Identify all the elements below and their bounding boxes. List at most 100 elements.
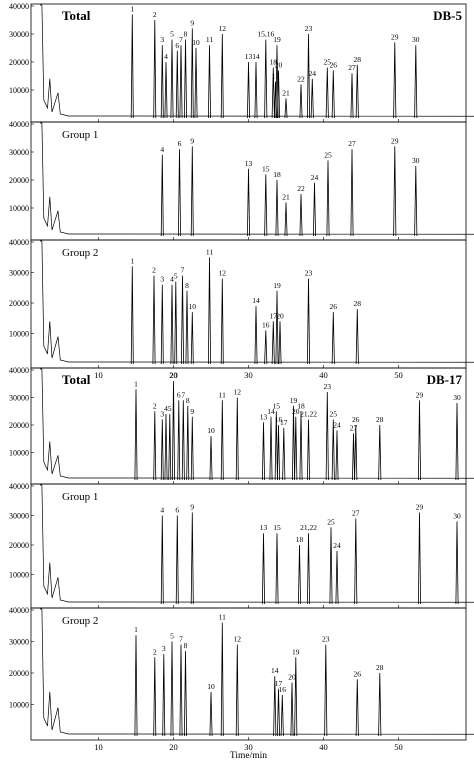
peak-label: 8: [186, 396, 190, 405]
peak-label: 18: [270, 58, 278, 67]
peak-26: [331, 70, 335, 119]
peak-label: 24: [309, 69, 317, 78]
peak-label: 18: [296, 535, 304, 544]
peak-5: [168, 413, 172, 481]
peak-9: [190, 28, 194, 119]
peak-30: [414, 45, 418, 119]
x-tick-label: 50: [394, 370, 403, 380]
y-tick-label: 40000: [9, 238, 29, 247]
peak-19: [275, 290, 279, 365]
peak-8: [184, 650, 187, 737]
peak-label: 16: [279, 685, 287, 694]
y-tick-label: 30000: [9, 512, 29, 521]
peak-15: [274, 411, 278, 481]
y-tick-label: 20000: [9, 541, 29, 550]
peak-label: 17: [275, 679, 283, 688]
peak-1: [130, 14, 134, 119]
peak-1: [134, 389, 138, 481]
peak-28: [355, 64, 359, 119]
peak-label: 24: [333, 541, 341, 550]
peak-17: [271, 321, 275, 365]
peak-3: [162, 654, 166, 737]
x-tick-label: 20: [169, 370, 178, 380]
peak-label: 18: [273, 170, 281, 179]
peak-label: 4: [160, 145, 164, 154]
peak-10: [209, 435, 213, 481]
peak-label: 30: [412, 156, 420, 165]
peak-label: 27: [348, 63, 356, 72]
peak-label: 5: [168, 404, 172, 413]
peak-4: [170, 284, 174, 365]
peak-label: 27: [350, 423, 358, 432]
peak-27: [350, 149, 354, 237]
peak-30: [455, 521, 459, 605]
peak-8: [186, 405, 190, 481]
panel-frame: [30, 607, 467, 741]
peak-label: 14: [252, 296, 260, 305]
peak-label: 11: [206, 35, 213, 44]
peak-label: 6: [175, 506, 179, 515]
peak-label: 21,22: [300, 410, 317, 419]
y-tick-label: 30000: [9, 394, 29, 403]
peak-9: [190, 512, 194, 605]
column-label: DB-5: [433, 8, 462, 23]
peak-label: 29: [391, 136, 399, 145]
y-tick-label: 10000: [9, 449, 29, 458]
y-tick-label: 20000: [9, 176, 29, 185]
peak-24: [335, 550, 339, 605]
peak-label: 10: [189, 302, 197, 311]
peak-label: 6: [175, 41, 179, 50]
peak-label: 21,22: [300, 523, 317, 532]
peak-2: [153, 657, 157, 737]
peak-label: 17: [270, 311, 278, 320]
peak-label: 30: [453, 511, 461, 520]
peak-28: [378, 672, 382, 737]
chromatogram-baseline: [40, 122, 474, 235]
peak-label: 1: [134, 379, 138, 388]
peak-label: 1: [134, 625, 138, 634]
peak-23: [324, 644, 328, 737]
peak-label: 14: [267, 407, 275, 416]
peak-label: 14: [271, 666, 279, 675]
peak-5: [170, 641, 174, 737]
peak-label: 2: [153, 401, 157, 410]
peak-18: [271, 67, 275, 119]
peak-label: 17: [272, 72, 280, 81]
peak-label: 26: [352, 415, 360, 424]
x-tick-label: 30: [244, 370, 253, 380]
peak-label: 15: [262, 164, 270, 173]
peak-label: 26: [330, 60, 338, 69]
peak-7: [181, 275, 184, 365]
peak-label: 28: [354, 299, 362, 308]
peak-label: 29: [416, 503, 424, 512]
peak-20: [278, 321, 282, 365]
peak-label: 9: [190, 503, 194, 512]
peak-label: 19: [290, 396, 298, 405]
panel-title: Group 1: [62, 129, 98, 141]
peak-label: 7: [181, 390, 185, 399]
y-tick-label: 40000: [9, 482, 29, 491]
y-tick-label: 20000: [9, 669, 29, 678]
peak-label: 7: [181, 266, 185, 275]
peak-10: [194, 47, 198, 119]
chromatogram-baseline: [40, 4, 474, 117]
peak-label: 19: [292, 647, 300, 656]
peak-24: [310, 78, 314, 119]
peak-label: 29: [416, 390, 424, 399]
peak-26: [355, 679, 359, 737]
peak-label: 5: [170, 632, 174, 641]
peak-21: [284, 98, 288, 119]
peak-2: [153, 411, 157, 481]
y-tick-label: 20000: [9, 421, 29, 430]
chromatogram-baseline: [40, 368, 474, 479]
peak-label: 1: [130, 256, 134, 265]
column-label: DB-17: [427, 372, 463, 387]
peak-label: 24: [333, 421, 341, 430]
peak-8: [184, 39, 187, 119]
peak-25: [329, 527, 333, 605]
peak-6: [175, 50, 179, 119]
peak-2: [152, 275, 156, 365]
peak-label: 28: [354, 55, 362, 64]
